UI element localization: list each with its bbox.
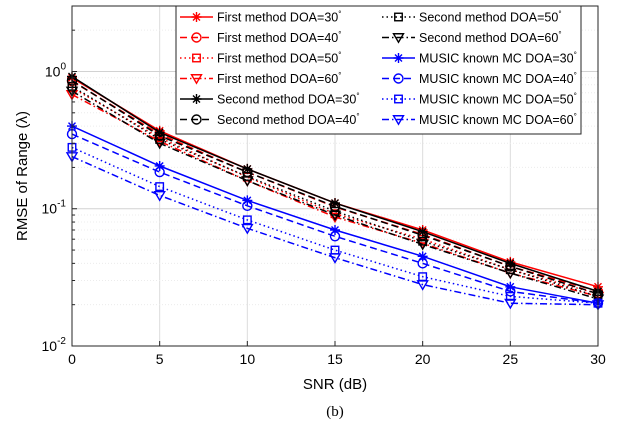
- legend-label: MUSIC known MC DOA=50°: [419, 92, 577, 107]
- circle-marker: [242, 200, 253, 212]
- axis-ticks: 0 5 10 15 20 25 30 100 10-1 10-2: [42, 5, 606, 367]
- circle-marker: [417, 258, 428, 269]
- figure-caption: (b): [326, 404, 344, 420]
- asterisk-marker: [330, 225, 340, 236]
- series-layer: [65, 71, 605, 311]
- asterisk-marker: [154, 160, 165, 171]
- x-tick-label: 30: [590, 351, 606, 367]
- triangle-down-marker: [504, 268, 517, 280]
- circle-marker: [154, 166, 165, 178]
- asterisk-marker: [417, 251, 428, 262]
- circle-marker: [191, 114, 202, 125]
- legend-entry: MUSIC known MC DOA=30°: [382, 51, 577, 66]
- legend-label: MUSIC known MC DOA=30°: [419, 51, 577, 66]
- triangle-down-marker: [153, 136, 166, 148]
- triangle-down-marker: [328, 212, 342, 224]
- triangle-down-marker: [153, 138, 166, 150]
- triangle-down-marker: [392, 33, 405, 44]
- triangle-down-marker: [328, 210, 342, 222]
- x-tick-label: 15: [327, 351, 343, 367]
- circle-marker: [191, 32, 202, 43]
- legend-label: First method DOA=30°: [217, 10, 341, 25]
- triangle-down-marker: [504, 298, 517, 310]
- asterisk-marker: [505, 258, 516, 269]
- series-line: [71, 146, 599, 304]
- x-tick-label: 20: [415, 351, 431, 367]
- y-tick-label: 100: [45, 61, 67, 79]
- series-line: [71, 155, 599, 306]
- triangle-down-marker: [241, 223, 254, 235]
- circle-marker: [154, 130, 165, 141]
- series-10: [66, 128, 604, 309]
- triangle-down-marker: [241, 176, 254, 187]
- asterisk-marker: [417, 226, 428, 237]
- circle-marker: [505, 261, 516, 272]
- asterisk-marker: [393, 53, 404, 63]
- legend-entry: First method DOA=30°: [180, 10, 341, 25]
- legend-box: [175, 5, 582, 135]
- legend-label: Second method DOA=40°: [217, 112, 360, 127]
- legend-label: Second method DOA=60°: [419, 30, 562, 45]
- square-marker: [394, 12, 403, 22]
- square-marker: [192, 53, 201, 63]
- triangle-down-marker: [190, 74, 203, 85]
- asterisk-marker: [242, 163, 253, 174]
- x-tick-label: 5: [156, 351, 164, 367]
- legend-entry: First method DOA=40°: [180, 30, 341, 45]
- triangle-down-marker: [328, 253, 342, 264]
- series-line: [71, 90, 599, 300]
- legend-entry: Second method DOA=60°: [382, 30, 562, 45]
- legend-entry: MUSIC known MC DOA=50°: [382, 92, 577, 107]
- square-marker: [242, 215, 252, 225]
- legend-label: MUSIC known MC DOA=60°: [419, 112, 577, 127]
- legend-label: Second method DOA=30°: [217, 92, 360, 107]
- x-tick-label: 0: [68, 351, 76, 367]
- square-marker: [155, 182, 165, 192]
- asterisk-marker: [191, 12, 202, 22]
- y-tick-label: 10-1: [42, 199, 67, 217]
- circle-marker: [417, 230, 428, 241]
- legend-label: MUSIC known MC DOA=40°: [419, 71, 577, 86]
- legend-entry: Second method DOA=40°: [180, 112, 360, 127]
- circle-marker: [329, 231, 341, 242]
- circle-marker: [393, 73, 404, 84]
- legend: First method DOA=30° First method DOA=40°…: [175, 5, 582, 135]
- asterisk-marker: [154, 127, 165, 138]
- triangle-down-marker: [416, 239, 429, 251]
- asterisk-marker: [330, 198, 340, 209]
- legend-entry: Second method DOA=50°: [382, 10, 562, 25]
- legend-entry: First method DOA=50°: [180, 51, 341, 66]
- legend-entry: MUSIC known MC DOA=60°: [382, 112, 577, 127]
- asterisk-marker: [191, 94, 202, 104]
- y-axis-label: RMSE of Range (λ): [14, 111, 31, 241]
- legend-entry: Second method DOA=30°: [180, 92, 360, 107]
- triangle-down-marker: [416, 280, 429, 291]
- legend-label: First method DOA=60°: [217, 71, 341, 86]
- triangle-down-marker: [392, 115, 405, 126]
- x-tick-label: 10: [240, 351, 256, 367]
- legend-label: Second method DOA=50°: [419, 10, 562, 25]
- series-line: [71, 133, 599, 304]
- legend-label: First method DOA=50°: [217, 51, 341, 66]
- triangle-down-marker: [153, 190, 166, 202]
- legend-label: First method DOA=40°: [217, 30, 341, 45]
- square-marker: [394, 94, 403, 104]
- legend-entry: First method DOA=60°: [180, 71, 341, 86]
- legend-entry: MUSIC known MC DOA=40°: [382, 71, 577, 86]
- x-tick-label: 25: [503, 351, 519, 367]
- x-axis-label: SNR (dB): [303, 376, 367, 393]
- y-tick-label: 10-2: [42, 336, 67, 354]
- asterisk-marker: [242, 195, 253, 206]
